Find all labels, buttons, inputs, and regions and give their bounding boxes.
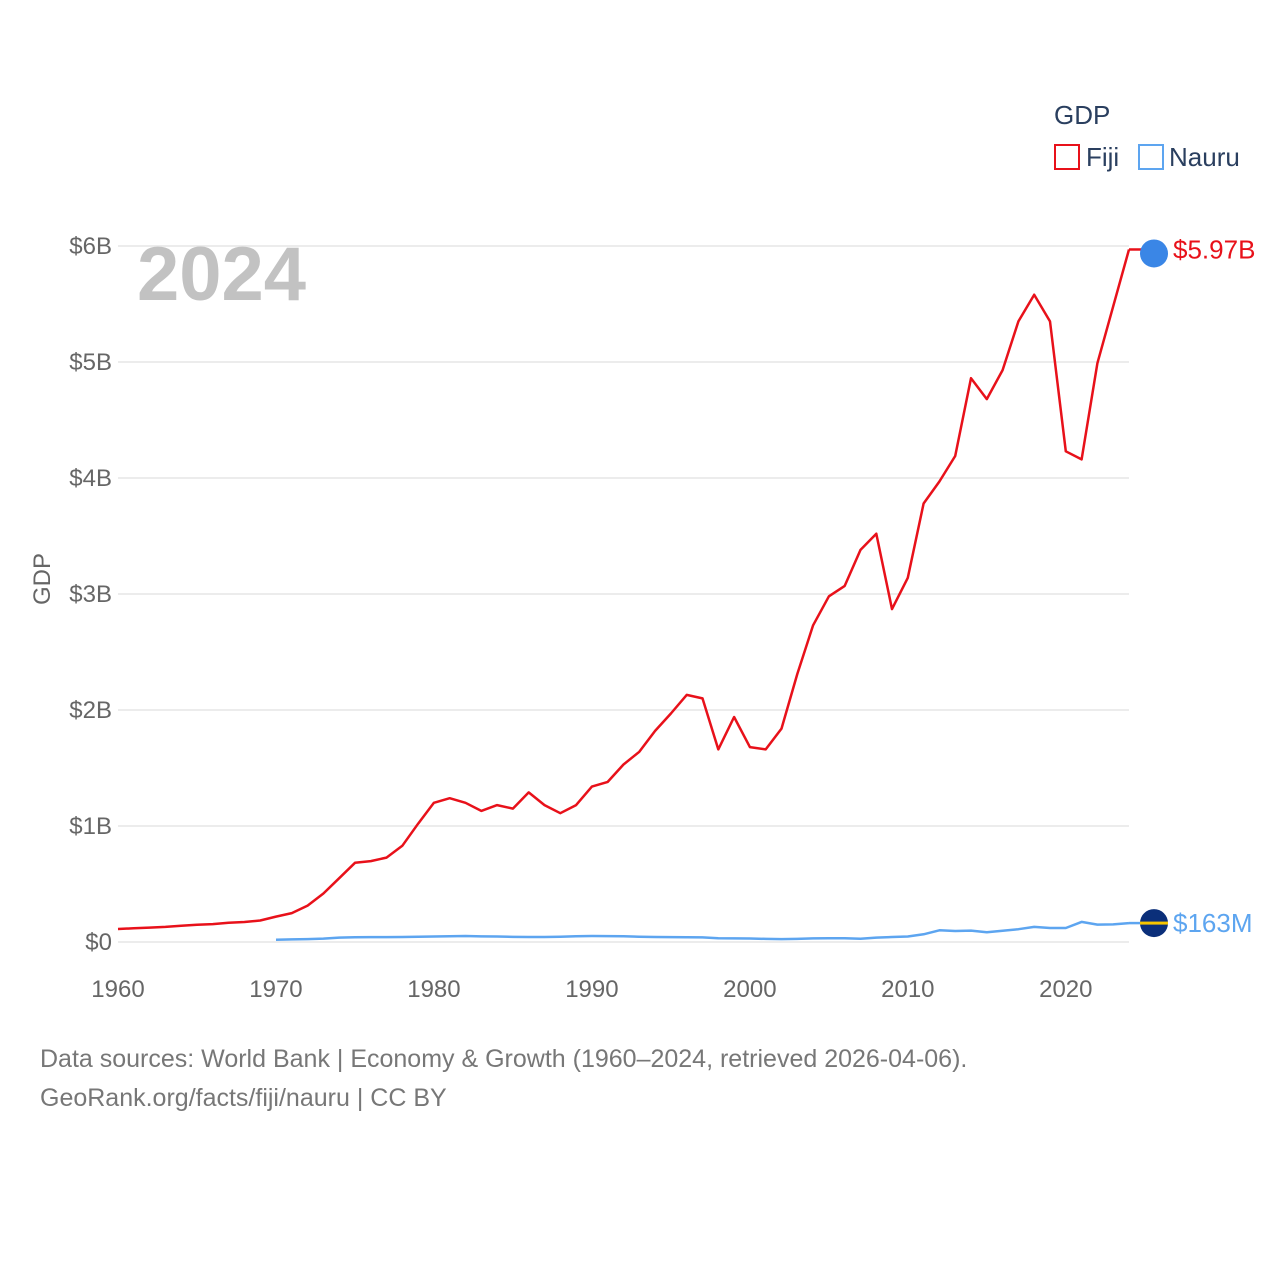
series-line-fiji [117, 249, 1131, 931]
end-value-label-fiji: $5.97B [1173, 234, 1255, 264]
legend-swatch-nauru [1138, 144, 1164, 170]
x-tick-label: 1970 [249, 976, 302, 1003]
end-markers: $5.97B $163M [1140, 234, 1255, 938]
footer: Data sources: World Bank | Economy & Gro… [40, 1040, 967, 1118]
x-tick-label: 1980 [407, 976, 460, 1003]
gdp-line-chart: $0 $1B $2B $3B $4B $5B $6B 1960 1970 1980 1990 200… [29, 100, 1255, 1003]
legend[interactable]: GDP Fiji Nauru [1054, 100, 1240, 172]
y-tick-label: $4B [69, 465, 112, 492]
legend-title: GDP [1054, 100, 1110, 130]
data-sources-text: Data sources: World Bank | Economy & Gro… [40, 1045, 968, 1073]
legend-item-fiji[interactable]: Fiji [1054, 142, 1119, 172]
series-lines [117, 248, 1142, 941]
y-tick-label: $3B [69, 581, 112, 608]
y-axis: $0 $1B $2B $3B $4B $5B $6B [69, 233, 112, 956]
y-tick-label: $0 [85, 929, 112, 956]
x-tick-label: 2010 [881, 976, 934, 1003]
flag-marker-fiji [1140, 239, 1168, 268]
x-tick-label: 2020 [1039, 976, 1092, 1003]
grid [118, 245, 1129, 943]
y-tick-label: $2B [69, 697, 112, 724]
legend-item-nauru[interactable]: Nauru [1138, 142, 1240, 172]
x-tick-label: 2000 [723, 976, 776, 1003]
x-axis: 1960 1970 1980 1990 2000 2010 2020 [91, 976, 1092, 1003]
year-label: 2024 [137, 232, 306, 317]
y-tick-label: $1B [69, 813, 112, 840]
end-value-label-nauru: $163M [1173, 908, 1253, 938]
series-line-nauru [275, 920, 1130, 941]
legend-label-nauru: Nauru [1169, 142, 1240, 172]
y-axis-title: GDP [29, 553, 56, 605]
legend-label-fiji: Fiji [1086, 142, 1119, 172]
legend-swatch-fiji [1054, 144, 1080, 170]
source-link[interactable]: GeoRank.org/facts/fiji/nauru | CC BY [40, 1084, 447, 1112]
x-tick-label: 1990 [565, 976, 618, 1003]
x-tick-label: 1960 [91, 976, 144, 1003]
y-tick-label: $6B [69, 233, 112, 260]
y-tick-label: $5B [69, 349, 112, 376]
flag-stripe [1140, 921, 1168, 925]
